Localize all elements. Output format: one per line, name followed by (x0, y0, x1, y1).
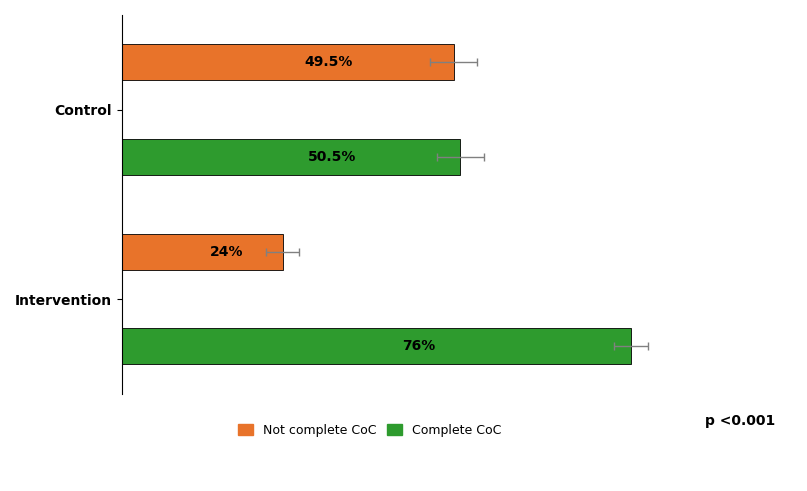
Bar (122, 44, 454, 81)
Text: 76%: 76% (402, 339, 435, 354)
Text: 24%: 24% (211, 245, 244, 259)
Text: p <0.001: p <0.001 (705, 414, 776, 428)
Bar (122, 328, 631, 364)
Bar (122, 139, 460, 175)
Text: 50.5%: 50.5% (308, 150, 357, 164)
Bar (122, 234, 282, 270)
Legend: Not complete CoC, Complete CoC: Not complete CoC, Complete CoC (238, 424, 501, 437)
Text: 49.5%: 49.5% (304, 55, 353, 69)
